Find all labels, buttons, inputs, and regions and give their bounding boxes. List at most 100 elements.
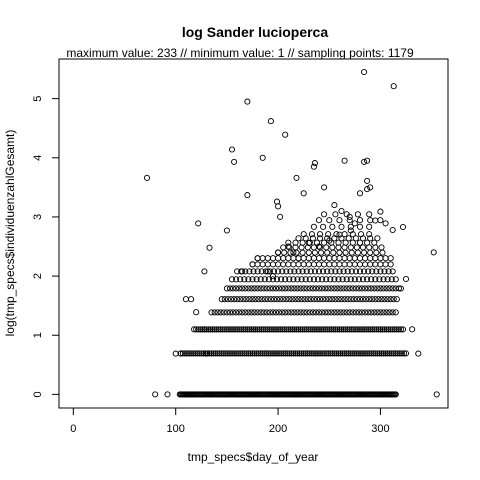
data-point bbox=[395, 285, 402, 292]
data-point bbox=[143, 174, 151, 181]
data-point bbox=[234, 268, 241, 275]
data-point bbox=[239, 350, 246, 357]
data-point bbox=[387, 255, 394, 262]
data-point bbox=[233, 309, 240, 316]
data-point bbox=[383, 285, 390, 292]
data-point bbox=[282, 350, 289, 357]
data-point bbox=[300, 350, 307, 357]
data-point bbox=[372, 276, 379, 283]
data-point bbox=[362, 285, 369, 292]
data-point bbox=[315, 217, 323, 224]
data-point bbox=[255, 296, 262, 303]
x-axis: 0 100 200 300 bbox=[70, 407, 390, 435]
data-point bbox=[266, 285, 273, 292]
data-point bbox=[229, 285, 237, 292]
data-point bbox=[326, 255, 333, 262]
data-point bbox=[341, 261, 348, 268]
data-point bbox=[355, 309, 362, 316]
data-point bbox=[246, 268, 253, 275]
data-point bbox=[356, 217, 364, 224]
data-point bbox=[354, 249, 361, 256]
data-point bbox=[282, 276, 289, 283]
data-point bbox=[306, 309, 313, 316]
data-point bbox=[250, 268, 257, 275]
data-point bbox=[279, 285, 286, 292]
data-point bbox=[264, 296, 271, 303]
data-point bbox=[242, 309, 249, 316]
x-tick-label: 300 bbox=[371, 423, 389, 435]
data-point bbox=[362, 309, 369, 316]
data-point bbox=[363, 326, 370, 333]
data-point bbox=[215, 326, 222, 333]
data-point bbox=[398, 350, 405, 357]
data-point bbox=[308, 350, 315, 357]
data-point bbox=[310, 163, 317, 170]
data-point bbox=[301, 296, 308, 303]
data-point bbox=[295, 255, 302, 262]
data-point bbox=[328, 326, 335, 333]
data-point bbox=[338, 326, 345, 333]
data-point bbox=[372, 261, 379, 268]
data-point bbox=[267, 118, 274, 125]
data-point bbox=[356, 255, 364, 262]
data-point bbox=[298, 296, 305, 303]
data-point bbox=[299, 249, 306, 256]
data-point bbox=[310, 276, 317, 283]
data-point bbox=[295, 326, 302, 333]
data-point bbox=[320, 326, 327, 333]
data-point bbox=[210, 350, 217, 357]
data-point bbox=[303, 268, 310, 275]
data-point bbox=[381, 326, 388, 333]
data-point bbox=[264, 326, 271, 333]
data-point bbox=[347, 223, 354, 230]
data-point bbox=[277, 326, 284, 333]
data-point bbox=[285, 239, 292, 246]
data-point bbox=[367, 217, 374, 224]
data-point bbox=[264, 255, 271, 262]
data-point bbox=[341, 255, 348, 262]
data-point bbox=[267, 296, 274, 303]
data-point bbox=[333, 231, 340, 238]
data-point bbox=[287, 326, 294, 333]
data-point bbox=[306, 239, 313, 246]
data-point bbox=[172, 350, 179, 357]
data-point bbox=[259, 154, 266, 161]
data-point bbox=[283, 326, 290, 333]
data-point bbox=[320, 268, 327, 275]
data-point bbox=[336, 255, 343, 262]
data-point bbox=[220, 309, 227, 316]
data-point bbox=[196, 350, 203, 357]
data-point bbox=[335, 239, 342, 246]
y-tick-label: 2 bbox=[32, 273, 44, 279]
data-point bbox=[273, 350, 281, 357]
data-point bbox=[367, 261, 374, 268]
data-point bbox=[264, 268, 271, 275]
data-point bbox=[286, 350, 293, 357]
data-point bbox=[347, 276, 354, 283]
data-point bbox=[243, 296, 250, 303]
data-point bbox=[380, 285, 387, 292]
data-point bbox=[205, 326, 212, 333]
data-point bbox=[328, 239, 335, 246]
data-point bbox=[301, 326, 308, 333]
data-point bbox=[298, 276, 305, 283]
data-point bbox=[288, 350, 295, 357]
data-point bbox=[351, 220, 358, 227]
data-point bbox=[351, 255, 358, 262]
data-point bbox=[372, 217, 379, 224]
data-point bbox=[366, 296, 373, 303]
data-point bbox=[351, 276, 358, 283]
data-point bbox=[311, 160, 318, 167]
data-point bbox=[276, 285, 283, 292]
data-point bbox=[367, 255, 374, 262]
data-point bbox=[242, 326, 249, 333]
data-point bbox=[357, 231, 365, 238]
data-point bbox=[306, 285, 313, 292]
data-point bbox=[310, 261, 317, 268]
data-point bbox=[245, 350, 252, 357]
data-point bbox=[270, 296, 278, 303]
data-point bbox=[273, 276, 281, 283]
data-point bbox=[340, 268, 347, 275]
data-point bbox=[232, 326, 239, 333]
data-point bbox=[323, 296, 330, 303]
